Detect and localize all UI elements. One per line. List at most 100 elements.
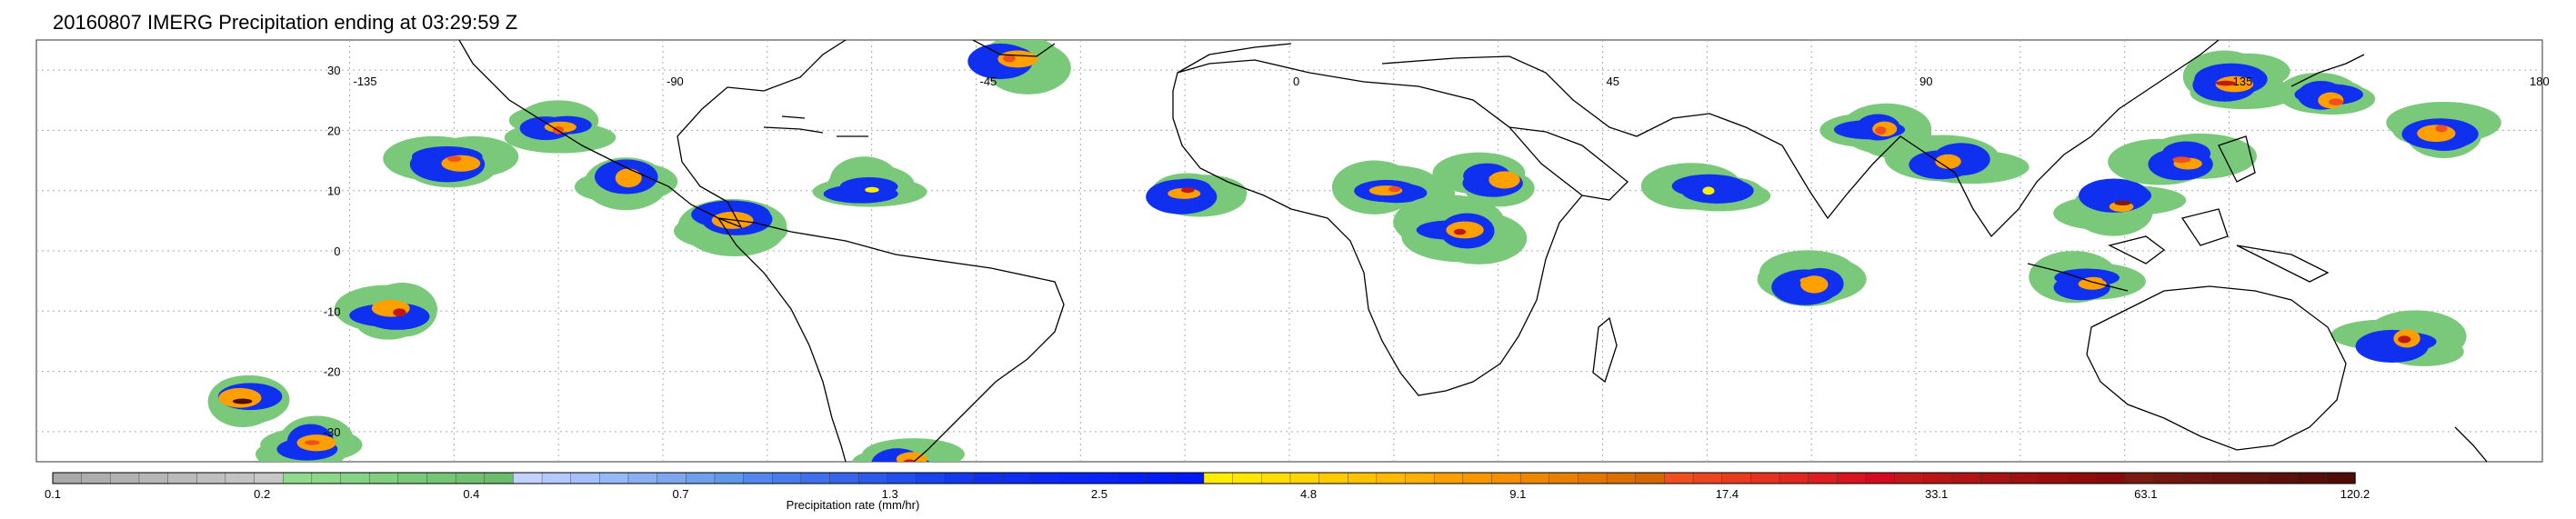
lon-label: -45 bbox=[980, 75, 997, 88]
colorbar-tick-label: 4.8 bbox=[1300, 487, 1318, 501]
colorbar-swatch bbox=[1923, 472, 1953, 484]
colorbar-swatch bbox=[2240, 472, 2270, 484]
colorbar-swatch bbox=[1289, 472, 1320, 484]
colorbar-tick-label: 9.1 bbox=[1509, 487, 1527, 501]
lon-label: 180 bbox=[2530, 75, 2550, 88]
colorbar-tick-label: 0.1 bbox=[44, 487, 62, 501]
colorbar-swatch bbox=[1376, 472, 1407, 484]
colorbar-swatch bbox=[513, 472, 543, 484]
precip-blob bbox=[1941, 155, 1958, 163]
colorbar-swatch bbox=[455, 472, 486, 484]
colorbar-swatch bbox=[541, 472, 572, 484]
coast-north-america bbox=[458, 40, 847, 229]
colorbar-swatch bbox=[973, 472, 1004, 484]
precip-blob bbox=[2435, 125, 2448, 133]
colorbar-swatch bbox=[225, 472, 256, 484]
colorbar-swatch bbox=[138, 472, 169, 484]
colorbar-swatch bbox=[196, 472, 226, 484]
colorbar-swatch bbox=[944, 472, 975, 484]
colorbar-tick-label: 0.4 bbox=[463, 487, 480, 501]
colorbar-swatch bbox=[1606, 472, 1637, 484]
colorbar-swatch bbox=[916, 472, 946, 484]
lat-label: -10 bbox=[324, 304, 341, 318]
coast-caribbean bbox=[763, 115, 868, 137]
colorbar bbox=[52, 472, 2356, 484]
lat-label: 20 bbox=[327, 124, 340, 137]
colorbar-swatch bbox=[829, 472, 859, 484]
colorbar-tick-label: 0.2 bbox=[254, 487, 271, 501]
precip-blob bbox=[2329, 98, 2344, 105]
colorbar-swatch bbox=[1318, 472, 1348, 484]
colorbar-swatch bbox=[1433, 472, 1464, 484]
colorbar-swatch bbox=[887, 472, 917, 484]
colorbar-swatch bbox=[1951, 472, 1982, 484]
precip-blob bbox=[305, 440, 320, 445]
lon-label: -135 bbox=[354, 75, 377, 88]
precip-blob bbox=[1875, 126, 1887, 135]
colorbar-swatch bbox=[1348, 472, 1378, 484]
precip-blob bbox=[1671, 174, 1747, 198]
precip-blob bbox=[1488, 175, 1508, 181]
colorbar-swatch bbox=[110, 472, 140, 484]
lat-label: -30 bbox=[324, 425, 341, 439]
precip-blob bbox=[1003, 54, 1016, 63]
lon-label: 135 bbox=[2233, 75, 2253, 88]
precip-blob bbox=[393, 308, 406, 317]
lat-label: 0 bbox=[334, 245, 340, 258]
colorbar-swatch bbox=[2153, 472, 2183, 484]
colorbar-swatch bbox=[1405, 472, 1435, 484]
colorbar-swatch bbox=[426, 472, 456, 484]
axis-labels: -135 -90 -45 0 45 90 135 180 30 20 10 0 -10 -20 -30 bbox=[324, 64, 2550, 439]
colorbar-swatch bbox=[397, 472, 428, 484]
precip-blob bbox=[2114, 200, 2131, 206]
colorbar-swatch bbox=[1175, 472, 1205, 484]
precip-blob bbox=[823, 185, 898, 204]
colorbar-swatch bbox=[2181, 472, 2212, 484]
colorbar-swatch bbox=[1635, 472, 1666, 484]
colorbar-swatch bbox=[2124, 472, 2155, 484]
colorbar-swatch bbox=[2009, 472, 2040, 484]
colorbar-swatch bbox=[1837, 472, 1867, 484]
colorbar-swatch bbox=[1980, 472, 2010, 484]
colorbar-swatch bbox=[368, 472, 399, 484]
colorbar-tick-label: 0.7 bbox=[672, 487, 689, 501]
colorbar-swatch bbox=[1865, 472, 1896, 484]
colorbar-swatch bbox=[2268, 472, 2299, 484]
precip-blob bbox=[218, 387, 262, 408]
precip-blob bbox=[619, 175, 639, 183]
precip-blob bbox=[896, 452, 927, 462]
colorbar-tick-label: 120.2 bbox=[2340, 487, 2371, 501]
precip-blob bbox=[903, 459, 916, 462]
colorbar-swatch bbox=[1692, 472, 1723, 484]
colorbar-swatch bbox=[1664, 472, 1694, 484]
colorbar-swatch bbox=[2038, 472, 2069, 484]
coast-maritime-continent bbox=[2027, 135, 2330, 292]
coast-arabia bbox=[1509, 126, 1629, 201]
colorbar-swatch bbox=[599, 472, 629, 484]
lat-label: 30 bbox=[327, 64, 340, 77]
precip-blob bbox=[1799, 277, 1817, 284]
colorbar-swatch bbox=[1721, 472, 1752, 484]
precip-blob bbox=[1388, 185, 1401, 193]
lat-label: -20 bbox=[324, 365, 341, 379]
colorbar-swatch bbox=[1894, 472, 1924, 484]
colorbar-tick-label: 63.1 bbox=[2134, 487, 2158, 501]
colorbar-swatch bbox=[1146, 472, 1177, 484]
colorbar-swatch bbox=[52, 472, 83, 484]
colorbar-swatch bbox=[1261, 472, 1291, 484]
lon-label: 90 bbox=[1919, 75, 1932, 88]
colorbar-swatch bbox=[800, 472, 831, 484]
coast-japan bbox=[2290, 54, 2365, 87]
precip-blob bbox=[1181, 186, 1195, 194]
colorbar-swatch bbox=[1549, 472, 1579, 484]
colorbar-swatch bbox=[1232, 472, 1263, 484]
precip-blob bbox=[447, 155, 462, 163]
colorbar-swatch bbox=[1750, 472, 1780, 484]
colorbar-swatch bbox=[167, 472, 197, 484]
precip-blob bbox=[2172, 156, 2191, 164]
colorbar-swatch bbox=[1808, 472, 1839, 484]
lat-label: 10 bbox=[327, 185, 340, 198]
colorbar-swatch bbox=[858, 472, 888, 484]
colorbar-swatch bbox=[283, 472, 313, 484]
lon-label: -90 bbox=[667, 75, 684, 88]
